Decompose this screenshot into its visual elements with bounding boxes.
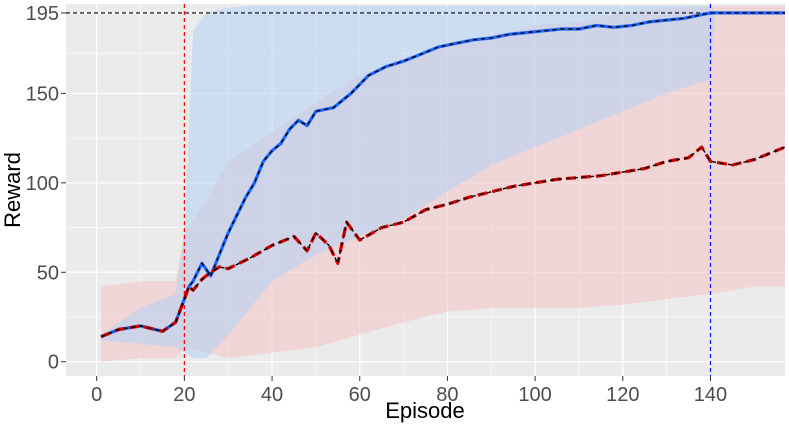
x-tick-label-6: 120 — [606, 384, 639, 406]
x-tick-label-0: 0 — [91, 384, 102, 406]
y-tick-label-0: 0 — [48, 352, 59, 374]
x-tick-label-2: 40 — [261, 384, 283, 406]
y-axis-ticks: 0 50 100 150 195 — [26, 3, 66, 374]
y-tick-label-1: 50 — [37, 262, 59, 284]
series-mean-overlay-0 — [100, 12, 785, 338]
y-tick-label-3: 150 — [26, 83, 59, 105]
confidence-bands — [101, 5, 786, 362]
reference-lines — [66, 4, 785, 376]
y-tick-label-4: 195 — [26, 3, 59, 25]
x-tick-label-7: 140 — [694, 384, 727, 406]
y-axis-title: Reward — [0, 152, 25, 228]
x-tick-label-3: 60 — [349, 384, 371, 406]
band-series-0 — [101, 5, 786, 359]
x-tick-label-4: 80 — [436, 384, 458, 406]
x-tick-label-5: 100 — [518, 384, 551, 406]
y-tick-label-2: 100 — [26, 173, 59, 195]
series-lines — [100, 11, 786, 339]
x-axis-title: Episode — [385, 398, 465, 423]
x-tick-label-1: 20 — [173, 384, 195, 406]
x-axis-ticks: 0 20 40 60 80 100 120 140 — [91, 376, 727, 406]
series-mean-overlay-1 — [100, 146, 786, 338]
